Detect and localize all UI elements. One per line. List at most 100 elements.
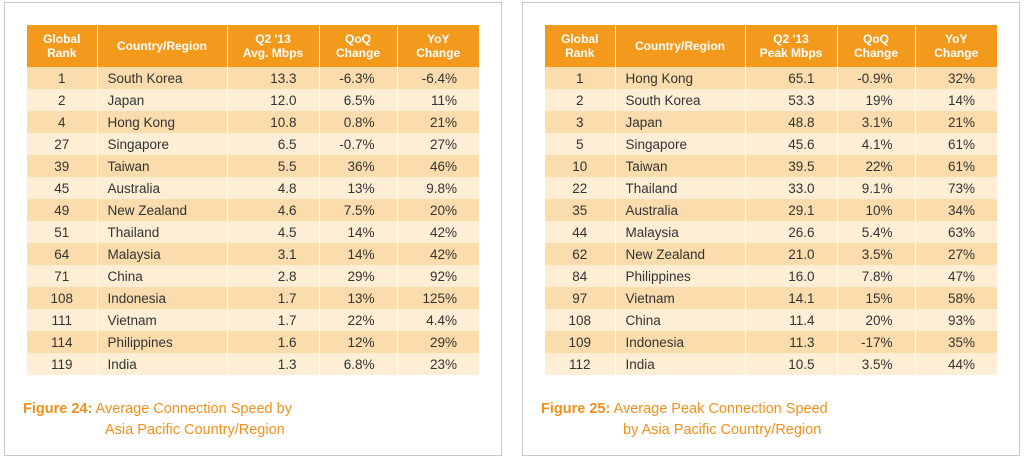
rank-cell: 112	[545, 353, 616, 375]
speed-cell: 1.7	[227, 309, 320, 331]
table-header-row: Global Rank Country/Region Q2 '13 Peak Mbp…	[545, 25, 997, 67]
figure-25-panel: Global Rank Country/Region Q2 '13 Peak Mbp…	[522, 2, 1020, 456]
yoy-cell: 61%	[915, 133, 997, 155]
yoy-cell: 4.4%	[397, 309, 479, 331]
rank-cell: 119	[27, 353, 98, 375]
qoq-cell: 3.5%	[837, 243, 916, 265]
rank-cell: 64	[27, 243, 98, 265]
table-row: 10 Taiwan 39.5 22% 61%	[545, 155, 997, 177]
country-cell: Thailand	[615, 177, 746, 199]
country-cell: India	[615, 353, 746, 375]
rank-cell: 97	[545, 287, 616, 309]
yoy-cell: 9.8%	[397, 177, 479, 199]
column-header: Q2 '13 Peak Mbps	[745, 25, 838, 67]
yoy-cell: 34%	[915, 199, 997, 221]
country-cell: Japan	[97, 89, 228, 111]
column-header: Country/Region	[615, 25, 746, 67]
table-row: 4 Hong Kong 10.8 0.8% 21%	[27, 111, 479, 133]
column-header: QoQ Change	[837, 25, 916, 67]
rank-cell: 51	[27, 221, 98, 243]
table-row: 111 Vietnam 1.7 22% 4.4%	[27, 309, 479, 331]
speed-cell: 26.6	[745, 221, 838, 243]
qoq-cell: -6.3%	[319, 67, 398, 89]
table-row: 64 Malaysia 3.1 14% 42%	[27, 243, 479, 265]
table-row: 27 Singapore 6.5 -0.7% 27%	[27, 133, 479, 155]
country-cell: Singapore	[615, 133, 746, 155]
speed-cell: 11.4	[745, 309, 838, 331]
qoq-cell: -0.7%	[319, 133, 398, 155]
qoq-cell: 20%	[837, 309, 916, 331]
yoy-cell: 27%	[915, 243, 997, 265]
yoy-cell: 63%	[915, 221, 997, 243]
country-cell: Hong Kong	[97, 111, 228, 133]
speed-cell: 45.6	[745, 133, 838, 155]
country-cell: Singapore	[97, 133, 228, 155]
rank-cell: 62	[545, 243, 616, 265]
table-row: 49 New Zealand 4.6 7.5% 20%	[27, 199, 479, 221]
yoy-cell: 21%	[915, 111, 997, 133]
table-row: 1 Hong Kong 65.1 -0.9% 32%	[545, 67, 997, 89]
qoq-cell: 10%	[837, 199, 916, 221]
country-cell: Philippines	[97, 331, 228, 353]
speed-cell: 5.5	[227, 155, 320, 177]
rank-cell: 108	[27, 287, 98, 309]
country-cell: Taiwan	[615, 155, 746, 177]
speed-cell: 21.0	[745, 243, 838, 265]
yoy-cell: 42%	[397, 243, 479, 265]
qoq-cell: 13%	[319, 177, 398, 199]
table-row: 44 Malaysia 26.6 5.4% 63%	[545, 221, 997, 243]
speed-cell: 13.3	[227, 67, 320, 89]
yoy-cell: 21%	[397, 111, 479, 133]
qoq-cell: 7.8%	[837, 265, 916, 287]
country-cell: South Korea	[97, 67, 228, 89]
country-cell: Thailand	[97, 221, 228, 243]
qoq-cell: 14%	[319, 243, 398, 265]
figure-caption: Figure 24: Average Connection Speed by A…	[23, 399, 292, 441]
qoq-cell: 6.8%	[319, 353, 398, 375]
column-header: YoY Change	[397, 25, 479, 67]
rank-cell: 44	[545, 221, 616, 243]
table-row: 109 Indonesia 11.3 -17% 35%	[545, 331, 997, 353]
table-row: 84 Philippines 16.0 7.8% 47%	[545, 265, 997, 287]
country-cell: Indonesia	[615, 331, 746, 353]
rank-cell: 4	[27, 111, 98, 133]
table-row: 51 Thailand 4.5 14% 42%	[27, 221, 479, 243]
figure-label: Figure 24:	[23, 401, 93, 417]
speed-cell: 3.1	[227, 243, 320, 265]
speed-cell: 12.0	[227, 89, 320, 111]
yoy-cell: 92%	[397, 265, 479, 287]
rank-cell: 114	[27, 331, 98, 353]
qoq-cell: 15%	[837, 287, 916, 309]
yoy-cell: -6.4%	[397, 67, 479, 89]
qoq-cell: -0.9%	[837, 67, 916, 89]
rank-cell: 5	[545, 133, 616, 155]
figure-label: Figure 25:	[541, 401, 611, 417]
qoq-cell: 14%	[319, 221, 398, 243]
column-header: YoY Change	[915, 25, 997, 67]
rank-cell: 1	[27, 67, 98, 89]
country-cell: China	[615, 309, 746, 331]
caption-line-2: Asia Pacific Country/Region	[105, 422, 285, 438]
yoy-cell: 23%	[397, 353, 479, 375]
qoq-cell: 12%	[319, 331, 398, 353]
table-row: 108 China 11.4 20% 93%	[545, 309, 997, 331]
yoy-cell: 44%	[915, 353, 997, 375]
table-row: 114 Philippines 1.6 12% 29%	[27, 331, 479, 353]
country-cell: Philippines	[615, 265, 746, 287]
table-row: 22 Thailand 33.0 9.1% 73%	[545, 177, 997, 199]
column-header: Country/Region	[97, 25, 228, 67]
table-row: 35 Australia 29.1 10% 34%	[545, 199, 997, 221]
column-header: Global Rank	[27, 25, 98, 67]
qoq-cell: 22%	[837, 155, 916, 177]
yoy-cell: 125%	[397, 287, 479, 309]
rank-cell: 111	[27, 309, 98, 331]
table-row: 108 Indonesia 1.7 13% 125%	[27, 287, 479, 309]
yoy-cell: 27%	[397, 133, 479, 155]
yoy-cell: 93%	[915, 309, 997, 331]
peak-speed-table: Global Rank Country/Region Q2 '13 Peak Mbp…	[545, 25, 997, 375]
speed-cell: 10.8	[227, 111, 320, 133]
yoy-cell: 47%	[915, 265, 997, 287]
qoq-cell: 3.5%	[837, 353, 916, 375]
country-cell: Indonesia	[97, 287, 228, 309]
rank-cell: 39	[27, 155, 98, 177]
